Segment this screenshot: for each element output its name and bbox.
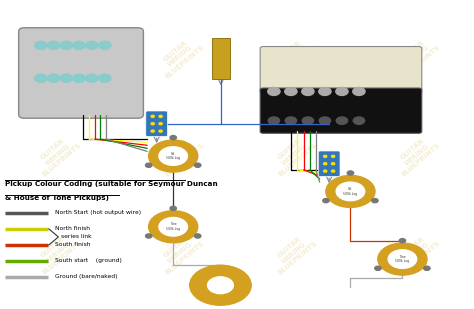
Circle shape bbox=[326, 176, 375, 207]
Text: GUITAR
WIRING
BLUEPRINTS: GUITAR WIRING BLUEPRINTS bbox=[32, 230, 82, 276]
Circle shape bbox=[35, 41, 47, 49]
Text: GUITAR
WIRING
BLUEPRINTS: GUITAR WIRING BLUEPRINTS bbox=[32, 131, 82, 178]
FancyBboxPatch shape bbox=[260, 47, 422, 93]
Circle shape bbox=[324, 163, 327, 165]
Circle shape bbox=[194, 163, 201, 167]
Circle shape bbox=[324, 155, 327, 157]
Circle shape bbox=[86, 74, 98, 82]
Circle shape bbox=[151, 130, 155, 132]
Text: series link: series link bbox=[61, 235, 91, 239]
Circle shape bbox=[47, 74, 60, 82]
Circle shape bbox=[302, 117, 314, 124]
Text: GUITAR
WIRING
BLUEPRINTS: GUITAR WIRING BLUEPRINTS bbox=[392, 33, 442, 79]
Circle shape bbox=[399, 239, 406, 243]
Circle shape bbox=[424, 266, 430, 270]
Text: Tone
500k Log: Tone 500k Log bbox=[395, 255, 410, 263]
FancyBboxPatch shape bbox=[146, 111, 167, 137]
Circle shape bbox=[151, 115, 155, 117]
Circle shape bbox=[60, 74, 73, 82]
Circle shape bbox=[336, 117, 347, 124]
Text: North Start (hot output wire): North Start (hot output wire) bbox=[55, 210, 141, 215]
Circle shape bbox=[331, 163, 335, 165]
Circle shape bbox=[47, 41, 60, 49]
Text: GUITAR
WIRING
BLUEPRINTS: GUITAR WIRING BLUEPRINTS bbox=[392, 230, 442, 276]
Text: Vol
500k Log: Vol 500k Log bbox=[166, 152, 180, 160]
Circle shape bbox=[353, 117, 365, 124]
Circle shape bbox=[347, 171, 354, 175]
Circle shape bbox=[159, 130, 162, 132]
Circle shape bbox=[159, 123, 162, 125]
FancyBboxPatch shape bbox=[318, 151, 340, 176]
Text: GUITAR
WIRING
BLUEPRINTS: GUITAR WIRING BLUEPRINTS bbox=[392, 131, 442, 178]
Circle shape bbox=[268, 117, 280, 124]
Text: & House of Tone Pickups): & House of Tone Pickups) bbox=[5, 195, 109, 201]
FancyBboxPatch shape bbox=[260, 88, 422, 133]
Circle shape bbox=[323, 198, 329, 203]
Text: GUITAR
WIRING
BLUEPRINTS: GUITAR WIRING BLUEPRINTS bbox=[155, 230, 205, 276]
Text: South finish: South finish bbox=[55, 243, 91, 248]
Circle shape bbox=[336, 87, 348, 95]
Circle shape bbox=[170, 136, 176, 140]
Text: Vol
500k Log: Vol 500k Log bbox=[344, 187, 357, 196]
Circle shape bbox=[194, 234, 201, 238]
Circle shape bbox=[372, 198, 378, 203]
Circle shape bbox=[146, 234, 152, 238]
Text: Ground (bare/naked): Ground (bare/naked) bbox=[55, 274, 118, 279]
Circle shape bbox=[285, 117, 297, 124]
Circle shape bbox=[336, 182, 365, 201]
Bar bbox=[212, 38, 230, 79]
Text: South start    (ground): South start (ground) bbox=[55, 258, 122, 264]
Circle shape bbox=[190, 265, 251, 305]
Circle shape bbox=[99, 41, 111, 49]
Circle shape bbox=[159, 147, 187, 165]
Text: Pickup Colour Coding (suitable for Seymour Duncan: Pickup Colour Coding (suitable for Seymo… bbox=[5, 181, 218, 187]
Circle shape bbox=[149, 211, 198, 243]
Text: GUITAR
WIRING
BLUEPRINTS: GUITAR WIRING BLUEPRINTS bbox=[155, 33, 205, 79]
Circle shape bbox=[146, 163, 152, 167]
Circle shape bbox=[388, 250, 417, 268]
Circle shape bbox=[375, 266, 381, 270]
Circle shape bbox=[35, 74, 47, 82]
Text: Tone
500k Log: Tone 500k Log bbox=[166, 222, 180, 231]
Text: GUITAR
WIRING
BLUEPRINTS: GUITAR WIRING BLUEPRINTS bbox=[269, 230, 319, 276]
Text: GUITAR
WIRING
BLUEPRINTS: GUITAR WIRING BLUEPRINTS bbox=[269, 131, 319, 178]
Circle shape bbox=[324, 170, 327, 172]
Circle shape bbox=[159, 218, 187, 236]
Circle shape bbox=[319, 117, 330, 124]
Circle shape bbox=[73, 41, 85, 49]
Circle shape bbox=[170, 206, 176, 210]
FancyBboxPatch shape bbox=[18, 28, 144, 118]
Circle shape bbox=[99, 74, 111, 82]
Circle shape bbox=[353, 87, 365, 95]
Text: GUITAR
WIRING
BLUEPRINTS: GUITAR WIRING BLUEPRINTS bbox=[155, 131, 205, 178]
Circle shape bbox=[285, 87, 297, 95]
Circle shape bbox=[331, 170, 335, 172]
Circle shape bbox=[73, 74, 85, 82]
Circle shape bbox=[331, 155, 335, 157]
Circle shape bbox=[302, 87, 314, 95]
Circle shape bbox=[159, 115, 162, 117]
Circle shape bbox=[208, 277, 233, 294]
Circle shape bbox=[319, 87, 331, 95]
Circle shape bbox=[60, 41, 73, 49]
Circle shape bbox=[378, 243, 427, 275]
Circle shape bbox=[149, 140, 198, 172]
Text: North finish: North finish bbox=[55, 226, 90, 231]
Circle shape bbox=[268, 87, 280, 95]
Text: GUITAR
WIRING
BLUEPRINTS: GUITAR WIRING BLUEPRINTS bbox=[269, 33, 319, 79]
Circle shape bbox=[86, 41, 98, 49]
Text: GUITAR
WIRING
BLUEPRINTS: GUITAR WIRING BLUEPRINTS bbox=[32, 33, 82, 79]
Circle shape bbox=[151, 123, 155, 125]
